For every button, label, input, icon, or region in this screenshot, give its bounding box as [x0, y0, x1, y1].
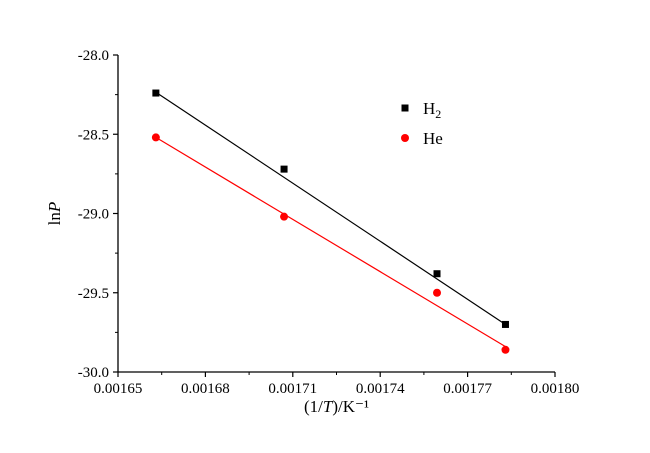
legend-label-he: He [423, 129, 443, 148]
legend-marker-h2 [401, 104, 409, 112]
x-axis-label: (1/T)/K⁻¹ [304, 397, 369, 416]
data-point-h2 [152, 89, 160, 97]
x-tick-label: 0.00165 [94, 381, 143, 397]
y-tick-label: -28.0 [78, 48, 109, 64]
x-tick-label: 0.00177 [443, 381, 492, 397]
data-point-he [501, 345, 510, 354]
x-tick-label: 0.00171 [268, 381, 317, 397]
x-tick-label: 0.00168 [181, 381, 230, 397]
axes: 0.00165 0.00168 0.00171 0.00174 0.00177 0.001… [78, 48, 580, 397]
data-point-he [280, 212, 289, 221]
data-point-h2 [433, 270, 441, 278]
x-tick-label: 0.00180 [531, 381, 580, 397]
fit-line-h2 [155, 91, 506, 325]
fit-lines [155, 91, 506, 348]
data-point-he [151, 133, 160, 142]
y-tick-label: -29.5 [78, 286, 109, 302]
data-markers [151, 89, 510, 354]
data-point-h2 [280, 165, 288, 173]
fit-line-he [155, 136, 506, 348]
y-tick-label: -29.0 [78, 207, 109, 223]
data-point-he [433, 288, 442, 297]
legend-label-h2: H2 [423, 99, 441, 121]
legend: H2 He [401, 99, 443, 148]
legend-marker-he [401, 134, 409, 142]
x-tick-label: 0.00174 [356, 381, 405, 397]
data-point-h2 [501, 320, 509, 328]
y-tick-label: -30.0 [78, 365, 109, 381]
y-tick-label: -28.5 [78, 127, 109, 143]
y-axis-label: lnP [45, 202, 64, 226]
